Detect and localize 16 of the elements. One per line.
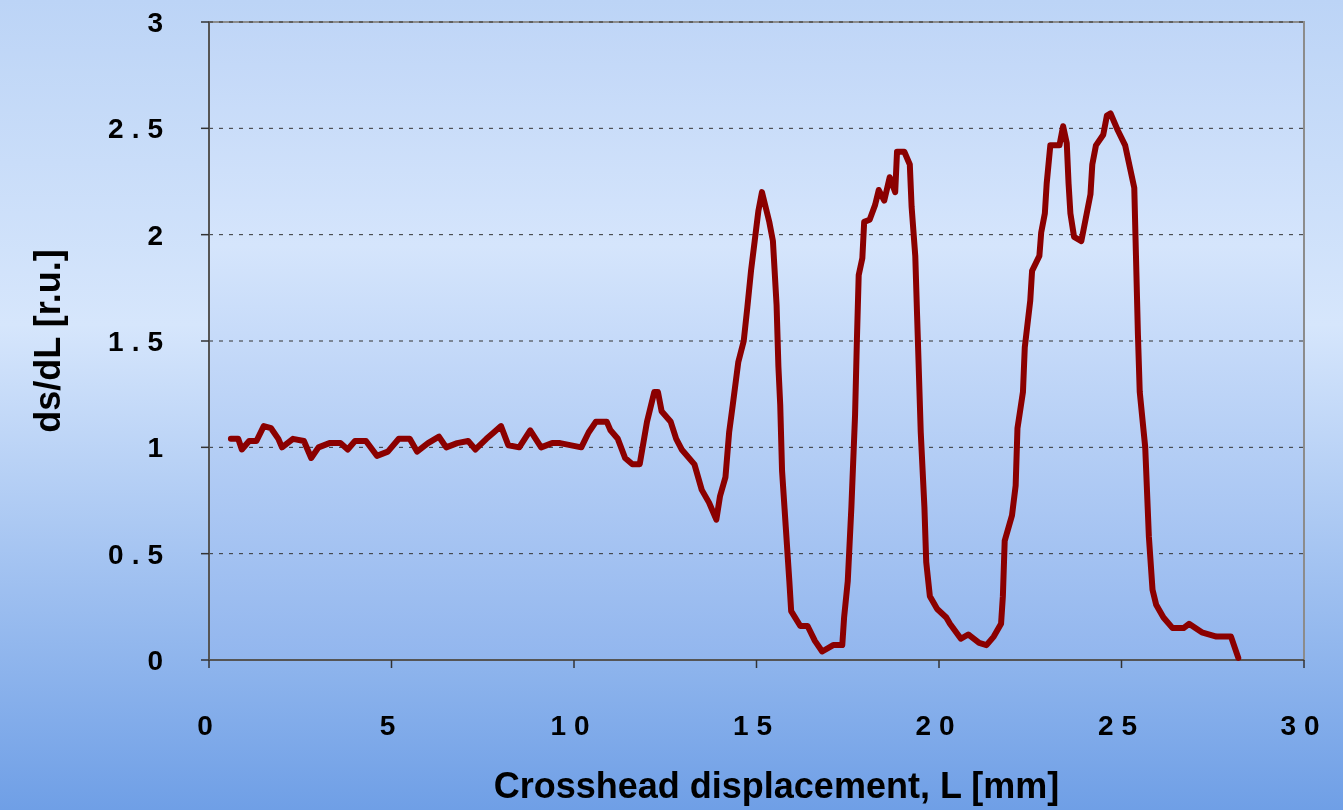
y-tick-label: 0 [147,645,171,676]
y-tick-label: 1 [147,432,171,464]
x-tick-label: 0 [197,710,221,741]
y-tick-label: 0.5 [108,538,171,570]
x-tick-label: 10 [550,710,598,741]
y-tick-label: 2.5 [108,113,171,145]
y-tick-label: 3 [147,7,171,38]
y-axis-title: ds/dL [r.u.] [27,249,68,433]
x-tick-label: 15 [732,710,781,741]
x-tick-label: 25 [1097,710,1146,741]
y-tick-label: 2 [147,219,171,251]
x-tick-label: 30 [1280,710,1328,741]
x-tick-label: 5 [379,710,404,741]
x-axis-title: Crosshead displacement, L [mm] [493,765,1060,806]
y-tick-label: 1.5 [108,326,171,357]
x-tick-label: 20 [915,710,963,741]
